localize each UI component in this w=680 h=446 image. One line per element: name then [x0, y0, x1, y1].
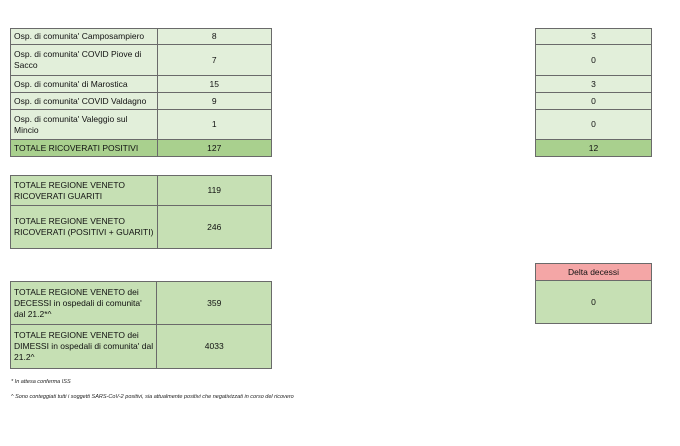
region-table: TOTALE REGIONE VENETO RICOVERATI GUARITI… [10, 175, 272, 249]
row-label: Osp. di comunita' di Marostica [10, 75, 158, 93]
total-row: 12 [535, 139, 652, 157]
total-row: TOTALE RICOVERATI POSITIVI 127 [10, 139, 273, 157]
table-row: Osp. di comunita' Valeggio sul Mincio 1 [10, 109, 273, 140]
table-row: TOTALE REGIONE VENETO RICOVERATI (POSITI… [10, 205, 272, 249]
row-label: TOTALE REGIONE VENETO dei DIMESSI in osp… [9, 324, 158, 369]
total-label: TOTALE RICOVERATI POSITIVI [10, 139, 158, 157]
row-label: Osp. di comunita' COVID Valdagno [10, 92, 158, 110]
row-label: Osp. di comunita' Valeggio sul Mincio [10, 109, 158, 140]
row-value: 119 [156, 175, 272, 206]
row-label: TOTALE REGIONE VENETO RICOVERATI (POSITI… [10, 205, 158, 249]
row-value: 15 [156, 75, 273, 93]
table-row: TOTALE REGIONE VENETO dei DIMESSI in osp… [9, 324, 272, 369]
delta-header: Delta decessi [535, 263, 652, 281]
right-value: 0 [535, 109, 652, 140]
table-row: 0 [535, 44, 652, 76]
row-value: 7 [156, 44, 273, 76]
table-row: Osp. di comunita' COVID Valdagno 9 [10, 92, 273, 110]
row-label: TOTALE REGIONE VENETO RICOVERATI GUARITI [10, 175, 158, 206]
row-value: 8 [156, 28, 273, 45]
footnote-1: * In attesa conferma ISS [11, 379, 71, 385]
row-value: 4033 [156, 324, 272, 369]
row-label: Osp. di comunita' COVID Piove di Sacco [10, 44, 158, 76]
deaths-table: TOTALE REGIONE VENETO dei DECESSI in osp… [9, 281, 272, 369]
table-row: TOTALE REGIONE VENETO dei DECESSI in osp… [9, 281, 272, 325]
hospital-table: Osp. di comunita' Camposampiero 8 Osp. d… [10, 28, 273, 157]
table-row: 3 [535, 28, 652, 45]
right-value: 3 [535, 28, 652, 45]
row-label: Osp. di comunita' Camposampiero [10, 28, 158, 45]
right-column-table: 3 0 3 0 0 12 [535, 28, 652, 157]
row-value: 9 [156, 92, 273, 110]
row-label: TOTALE REGIONE VENETO dei DECESSI in osp… [9, 281, 158, 325]
delta-table: Delta decessi 0 [535, 263, 652, 324]
row-value: 246 [156, 205, 272, 249]
right-value: 0 [535, 92, 652, 110]
table-row: Osp. di comunita' COVID Piove di Sacco 7 [10, 44, 273, 76]
table-row: TOTALE REGIONE VENETO RICOVERATI GUARITI… [10, 175, 272, 206]
table-row: Osp. di comunita' di Marostica 15 [10, 75, 273, 93]
right-value: 0 [535, 44, 652, 76]
delta-header-row: Delta decessi [535, 263, 652, 281]
table-row: 0 [535, 92, 652, 110]
footnote-2: ^ Sono conteggiati tutti i soggetti SARS… [11, 394, 294, 400]
table-row: 3 [535, 75, 652, 93]
right-value: 3 [535, 75, 652, 93]
right-total-value: 12 [535, 139, 652, 157]
table-row: 0 [535, 109, 652, 140]
delta-value: 0 [535, 280, 652, 324]
row-value: 1 [156, 109, 273, 140]
table-row: Osp. di comunita' Camposampiero 8 [10, 28, 273, 45]
total-value: 127 [156, 139, 273, 157]
row-value: 359 [156, 281, 272, 325]
delta-value-row: 0 [535, 280, 652, 324]
